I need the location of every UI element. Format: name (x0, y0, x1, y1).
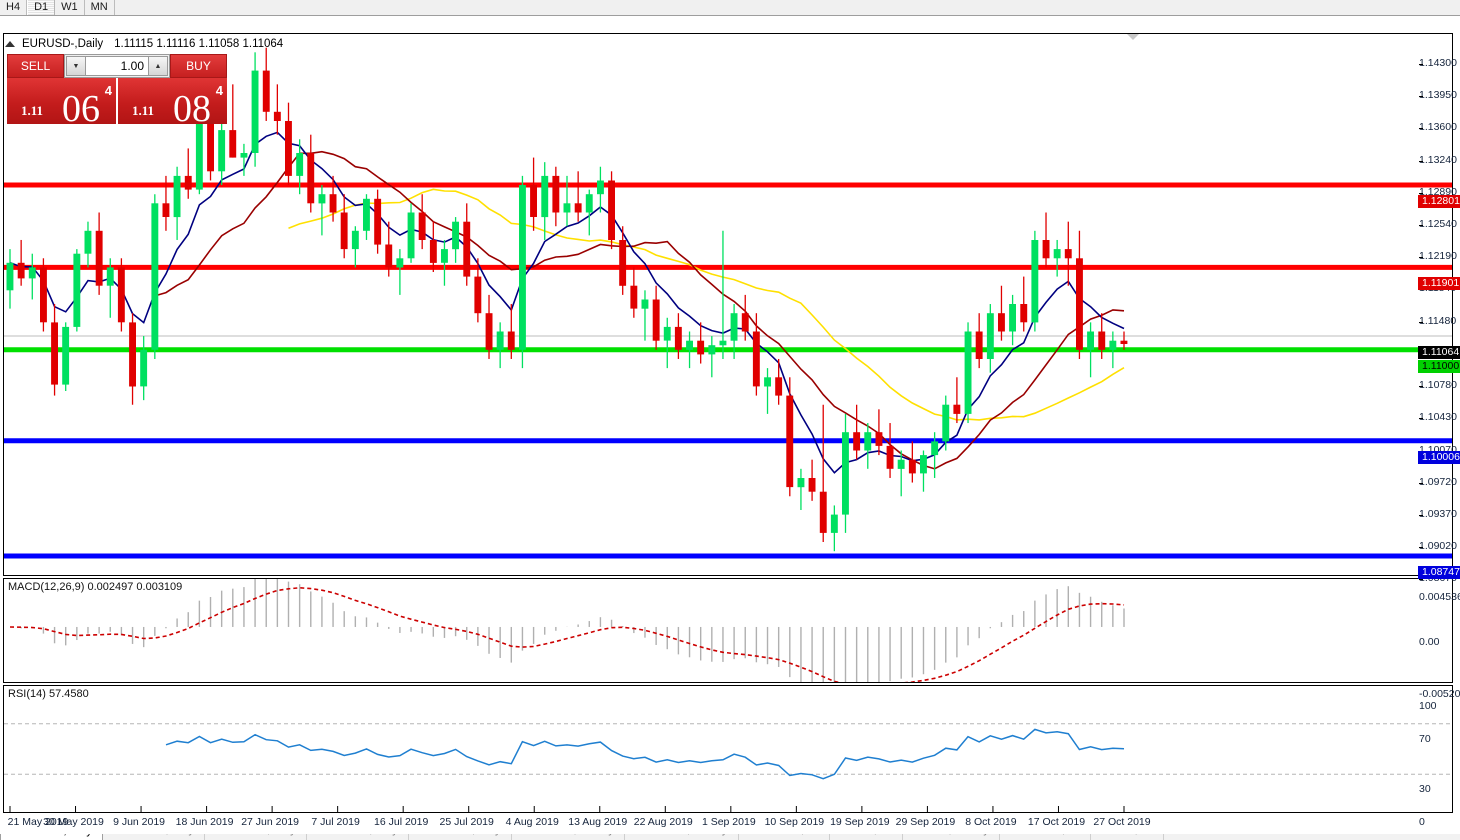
price-scale-tickmark (1419, 224, 1423, 226)
price-scale-tick: 1.09720 (1419, 475, 1457, 488)
date-axis-label: 22 Aug 2019 (633, 816, 693, 828)
timeframe-tab-w1[interactable]: W1 (55, 0, 85, 15)
price-level-tag[interactable]: 1.08747 (1418, 566, 1460, 580)
price-scale-tickmark (1419, 385, 1423, 387)
current-price-tag: 1.11064 (1418, 345, 1460, 359)
volume-input[interactable]: 1.00 (86, 56, 148, 76)
timeframe-tab-d1[interactable]: D1 (27, 0, 56, 15)
chart-symbol-label: EURUSD-,Daily (22, 38, 104, 50)
date-axis-label: 9 Jun 2019 (113, 816, 166, 828)
chart-window: MACD(12,26,9) 0.002497 0.003109 RSI(14) … (0, 16, 1460, 834)
sell-price-prefix: 1.11 (21, 103, 44, 118)
price-scale-tick: 1.10780 (1419, 378, 1457, 391)
price-scale-tickmark (1419, 547, 1423, 549)
date-axis-label: 16 Jul 2019 (374, 816, 429, 828)
rsi-pane[interactable]: RSI(14) 57.4580 (3, 685, 1453, 813)
trade-panel-top-row: SELL ▼ 1.00 ▲ BUY (7, 54, 227, 78)
macd-scale-tick: -0.005205 (1419, 688, 1460, 700)
date-axis-label: 30 May 2019 (43, 816, 104, 828)
price-scale-tick: 1.11480 (1419, 314, 1457, 327)
one-click-trading-panel[interactable]: SELL ▼ 1.00 ▲ BUY 1.11 06 4 1.11 08 4 (7, 54, 227, 124)
date-axis-label: 19 Sep 2019 (830, 816, 890, 828)
date-axis-label: 27 Oct 2019 (1093, 816, 1151, 828)
price-scale-tickmark (1419, 482, 1423, 484)
price-scale-tickmark (1419, 256, 1423, 258)
date-axis-label: 1 Sep 2019 (701, 816, 756, 828)
price-scale-tickmark (1419, 192, 1423, 194)
rsi-scale-tick: 0 (1419, 816, 1425, 828)
timeframe-bar-filler (114, 0, 1460, 15)
macd-plot (9, 579, 1125, 682)
timeframe-tab-h4[interactable]: H4 (0, 0, 28, 15)
rsi-scale-tick: 100 (1419, 700, 1437, 712)
macd-label: MACD(12,26,9) 0.002497 0.003109 (8, 581, 183, 593)
price-level-tag[interactable]: 1.11000 (1418, 359, 1460, 373)
price-scale-tick: 1.12890 (1419, 185, 1457, 198)
rsi-label: RSI(14) 57.4580 (8, 688, 89, 700)
buy-button[interactable]: BUY (170, 54, 227, 78)
rsi-scale-tick: 70 (1419, 732, 1431, 745)
price-pane[interactable] (3, 33, 1453, 576)
macd-scale-tick: 0.004536 (1419, 591, 1460, 603)
price-scale-tick: 1.12190 (1419, 249, 1457, 262)
date-axis-label: 4 Aug 2019 (505, 816, 559, 828)
chart-scroll-marker-icon (1127, 34, 1139, 40)
timeframe-bar: H4 D1 W1 MN (0, 0, 1460, 16)
sell-button[interactable]: SELL (7, 54, 64, 78)
chart-ohlc-values: 1.11115 1.11116 1.11058 1.11064 (114, 38, 284, 50)
price-scale-tick: 1.13240 (1419, 153, 1457, 166)
buy-price-big: 08 (173, 88, 211, 124)
price-scale-tick: 1.13950 (1419, 88, 1457, 101)
buy-price-cell[interactable]: 1.11 08 4 (118, 78, 227, 124)
price-scale-tick: 1.10430 (1419, 410, 1457, 423)
date-axis: 21 May 2019 30 May 2019 9 Jun 2019 18 Jun 2… (0, 814, 1460, 834)
volume-stepper[interactable]: ▼ 1.00 ▲ (64, 54, 170, 78)
price-scale-tick: 1.09020 (1419, 540, 1457, 553)
price-scale[interactable]: 1.14300 1.13950 1.13600 1.13240 1.12890 1.125… (1418, 33, 1460, 828)
price-scale-tickmark (1419, 95, 1423, 97)
sell-price-big: 06 (62, 88, 100, 124)
buy-price-fraction: 4 (215, 83, 223, 98)
sell-price-fraction: 4 (104, 83, 112, 98)
price-scale-tickmark (1419, 515, 1423, 517)
date-axis-label: 7 Jul 2019 (311, 816, 360, 828)
date-axis-label: 10 Sep 2019 (764, 816, 825, 828)
chart-header: EURUSD-,Daily 1.11115 1.11116 1.11058 1.… (5, 38, 283, 50)
trade-panel-price-row: 1.11 06 4 1.11 08 4 (7, 78, 227, 124)
date-axis-label: 25 Jul 2019 (439, 816, 494, 828)
triangle-up-icon[interactable] (5, 41, 15, 47)
buy-price-prefix: 1.11 (132, 103, 155, 118)
date-axis-label: 13 Aug 2019 (568, 816, 628, 828)
rsi-scale-tick: 30 (1419, 783, 1431, 796)
price-scale-tick: 1.12540 (1419, 217, 1457, 230)
price-scale-tickmark (1419, 127, 1423, 129)
sell-price-cell[interactable]: 1.11 06 4 (7, 78, 116, 124)
price-scale-tickmark (1419, 417, 1423, 419)
price-scale-tick: 1.13600 (1419, 120, 1457, 133)
date-axis-label: 8 Oct 2019 (965, 816, 1017, 828)
price-level-tag[interactable]: 1.11901 (1418, 277, 1460, 291)
date-axis-label: 18 Jun 2019 (175, 816, 234, 828)
chevron-down-icon[interactable]: ▼ (66, 56, 86, 76)
date-axis-label: 27 Jun 2019 (241, 816, 300, 828)
chevron-up-icon[interactable]: ▲ (148, 56, 168, 76)
date-axis-label: 17 Oct 2019 (1027, 816, 1086, 828)
price-scale-tick: 1.09370 (1419, 508, 1457, 521)
price-level-tag[interactable]: 1.10006 (1418, 450, 1460, 464)
rsi-plot (4, 723, 1452, 812)
price-scale-tickmark (1419, 321, 1423, 323)
date-axis-label: 21 May 2019 (7, 816, 69, 828)
date-axis-label: 29 Sep 2019 (895, 816, 956, 828)
price-scale-tickmark (1419, 63, 1423, 65)
timeframe-tab-mn[interactable]: MN (84, 0, 115, 15)
price-scale-tickmark (1419, 160, 1423, 162)
price-scale-tickmark (1419, 579, 1423, 581)
price-scale-tick: 1.14300 (1419, 56, 1457, 69)
price-level-tag[interactable]: 1.12801 (1418, 194, 1460, 208)
macd-pane[interactable]: MACD(12,26,9) 0.002497 0.003109 (3, 578, 1453, 683)
macd-scale-tick: 0.00 (1419, 635, 1440, 648)
price-plot (4, 47, 1452, 559)
